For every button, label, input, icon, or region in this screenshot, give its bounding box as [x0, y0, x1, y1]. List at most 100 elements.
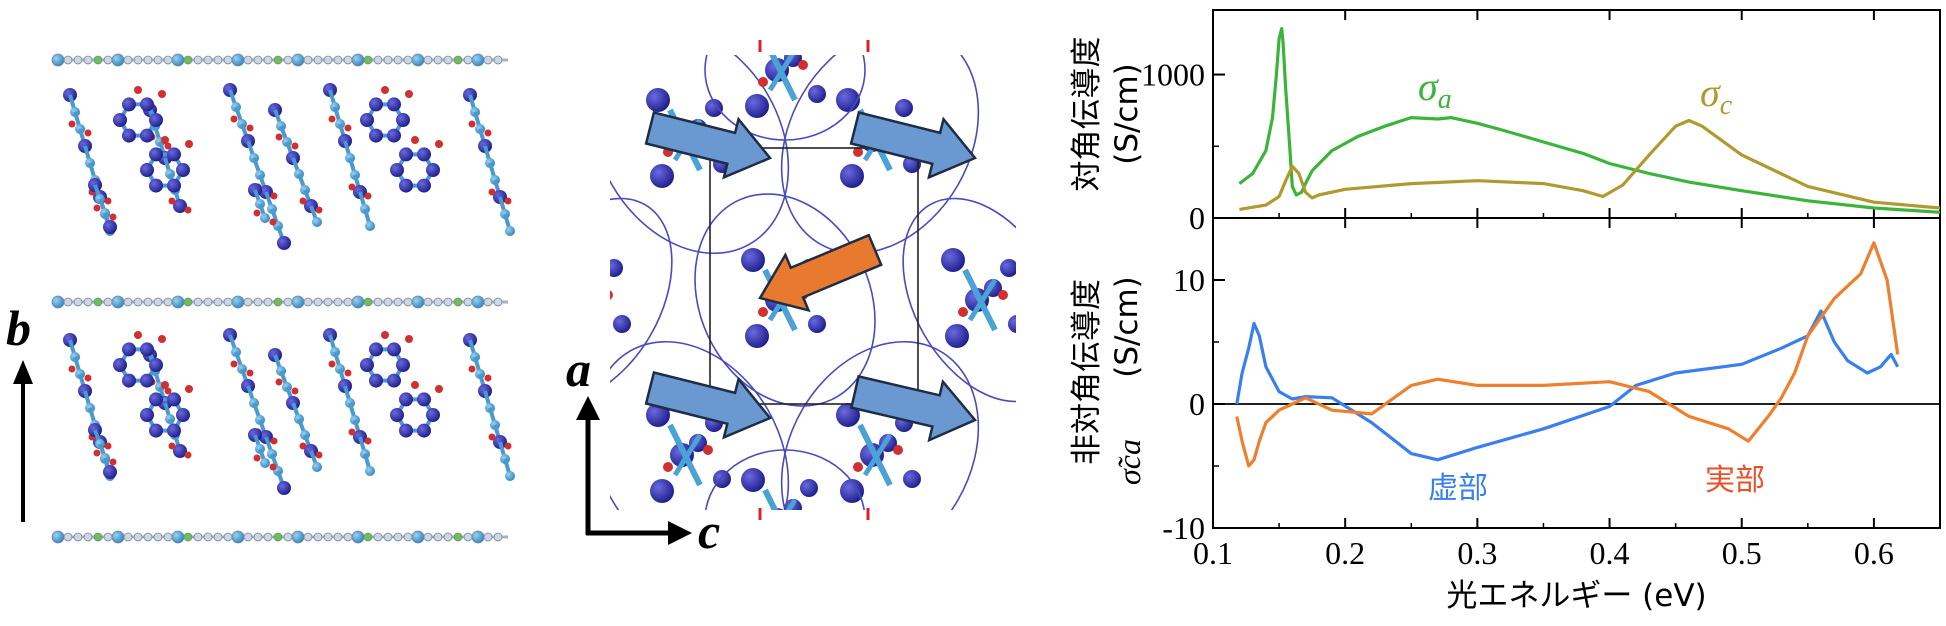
- cell-outline: [705, 449, 865, 510]
- molecule-ring: [360, 331, 413, 388]
- chain-atom: [493, 297, 503, 307]
- chain-atom: [463, 297, 473, 307]
- chain-atom: [313, 55, 323, 65]
- oxygen-atom: [853, 462, 863, 472]
- ring-atom: [167, 147, 181, 162]
- blue-arrow: [644, 110, 773, 180]
- molecule-stack: [88, 423, 117, 479]
- chain-atom: [183, 532, 193, 542]
- chain-atom: [263, 55, 273, 65]
- chain-atom: [283, 55, 293, 65]
- molecule-ring: [390, 136, 443, 193]
- molecule-bond: [570, 270, 600, 330]
- ring-atom: [122, 373, 136, 388]
- chain-atom: [273, 297, 283, 307]
- oxygen-atom: [435, 140, 443, 148]
- oxygen-atom: [504, 197, 512, 205]
- chain-atom: [393, 297, 403, 307]
- oxygen-atom: [348, 428, 356, 436]
- chain-atom: [183, 55, 193, 65]
- ring-atom: [417, 392, 431, 407]
- oxygen-atom: [68, 365, 76, 373]
- top-y-axis-unit: (S/cm): [1109, 63, 1145, 165]
- molecule-stack: [223, 328, 291, 495]
- oxygen-atom: [998, 290, 1008, 300]
- b-axis-arrow: [13, 360, 33, 522]
- chain-atom: [203, 55, 213, 65]
- ring-atom: [149, 147, 163, 162]
- oxygen-atom: [488, 188, 496, 196]
- oxygen-atom: [275, 133, 283, 141]
- oxygen-atom: [93, 204, 101, 212]
- oxygen-atom: [610, 290, 613, 300]
- chain-atom: [423, 532, 433, 542]
- oxygen-atom: [168, 442, 176, 450]
- blue-arrow: [644, 370, 773, 440]
- chain-atom: [463, 532, 473, 542]
- molecule-atom: [840, 479, 864, 503]
- ring-atom: [167, 423, 181, 438]
- chain-atom: [483, 297, 493, 307]
- chain-atom: [253, 532, 263, 542]
- oxygen-atom: [663, 462, 673, 472]
- ring-atom: [149, 423, 163, 438]
- molecule-stack: [268, 103, 323, 227]
- oxygen-atom: [104, 197, 112, 205]
- molecule-atom: [770, 508, 784, 510]
- ring-atom: [140, 128, 154, 143]
- x-tick-label: 0.1: [1193, 535, 1233, 571]
- series-line: [1235, 241, 1900, 468]
- molecule-atom: [745, 324, 769, 348]
- molecule-stack: [248, 428, 277, 471]
- molecule-atom: [800, 479, 818, 497]
- ring-atom: [113, 358, 127, 372]
- molecule-bond: [575, 280, 600, 320]
- molecule-cell: [610, 340, 790, 510]
- oxygen-atom: [185, 385, 193, 393]
- ring-atom: [167, 178, 181, 193]
- molecule-ring: [360, 86, 413, 143]
- oxygen-atom: [184, 451, 192, 459]
- cell-outline: [610, 55, 790, 255]
- chain-atom: [471, 295, 485, 309]
- chain-atom: [253, 55, 263, 65]
- chain-atom: [73, 532, 83, 542]
- chain-atom: [323, 532, 333, 542]
- chain-atom: [213, 532, 223, 542]
- chain-atom: [111, 530, 125, 544]
- x-tick-label: 0.3: [1457, 535, 1497, 571]
- chain-atom: [73, 297, 83, 307]
- plot-frame: [1212, 217, 1941, 529]
- oxygen-atom: [158, 335, 166, 343]
- series-line: [1235, 309, 1900, 462]
- oxygen-atom: [468, 120, 476, 128]
- chain-atom: [51, 53, 65, 67]
- chain-atom: [171, 295, 185, 309]
- oxygen-atom: [164, 387, 172, 395]
- chain-atom: [423, 297, 433, 307]
- chain-atom: [433, 297, 443, 307]
- chain-atom: [63, 297, 73, 307]
- oxygen-atom: [109, 213, 117, 221]
- chain-atom: [343, 297, 353, 307]
- chain-atom: [93, 297, 103, 307]
- chain-atom: [213, 55, 223, 65]
- oxygen-atom: [958, 307, 968, 317]
- ring-atom: [399, 392, 413, 407]
- chain-atom: [171, 53, 185, 67]
- oxygen-atom: [253, 209, 261, 217]
- chain-atom: [373, 532, 383, 542]
- chain-atom: [223, 532, 233, 542]
- a-axis-label: a: [566, 341, 591, 397]
- series-line: [1238, 27, 1941, 214]
- chain-atom: [313, 297, 323, 307]
- sigma-c-label-subscript: c: [1720, 90, 1733, 121]
- y-tick-label: 0: [1189, 200, 1205, 236]
- molecular-packing-panel: [570, 40, 1016, 520]
- chain-atom: [403, 297, 413, 307]
- blue-arrow: [849, 374, 978, 443]
- ring-atom: [417, 147, 431, 162]
- cell-outline: [610, 197, 673, 403]
- ring-atom: [387, 342, 401, 357]
- oxygen-atom: [504, 442, 512, 450]
